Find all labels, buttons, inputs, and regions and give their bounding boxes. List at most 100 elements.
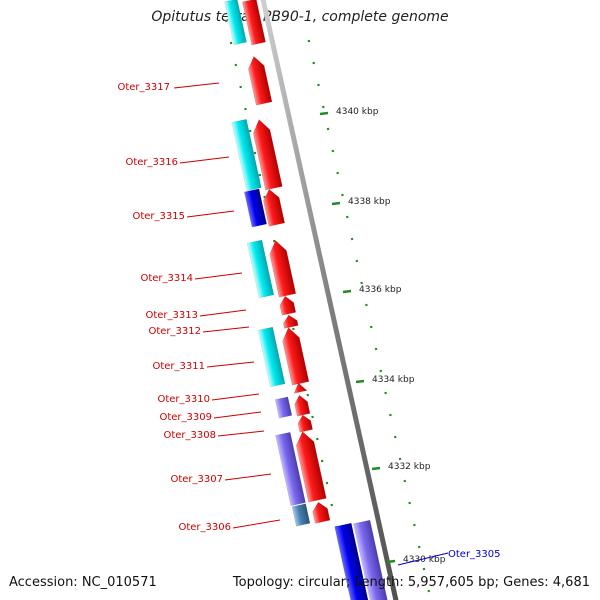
gene-label[interactable]: Oter_3306 (178, 522, 231, 533)
gene-arrow (295, 431, 327, 503)
scale-tick (355, 379, 365, 384)
gene-label[interactable]: Oter_3317 (117, 82, 170, 93)
inner-guide-dot (244, 107, 247, 111)
gene-label-leader (186, 210, 235, 218)
gene-arrow (297, 414, 313, 433)
outer-guide-dot (350, 237, 354, 241)
gene-label-leader (173, 82, 220, 89)
scale-tick (331, 201, 341, 206)
gene-arrow (242, 0, 266, 46)
outer-guide-dot (403, 479, 407, 483)
outer-guide-dot (341, 193, 344, 197)
inner-guide-dot (253, 151, 257, 155)
inner-guide-dot (292, 327, 295, 331)
inner-guide-dot (263, 195, 266, 199)
outer-guide-dot (336, 171, 339, 175)
gene-label[interactable]: Oter_3308 (163, 430, 216, 441)
scale-tick-label: 4330 kbp (403, 555, 446, 565)
gene-label-leader (202, 326, 250, 333)
outer-guide-dot (374, 347, 378, 351)
gene-label-leader (224, 473, 272, 481)
accession-text: Accession: NC_010571 (9, 575, 157, 590)
scale-tick (386, 559, 396, 564)
outer-guide-dot (345, 215, 349, 219)
outer-guide-dot (326, 127, 330, 131)
gene-arrow (279, 295, 297, 316)
gene-label-leader (194, 272, 243, 280)
gene-label[interactable]: Oter_3315 (132, 211, 185, 222)
feature-box (257, 326, 286, 388)
gene-label[interactable]: Oter_3311 (152, 361, 205, 372)
inner-guide-dot (224, 19, 228, 23)
gene-arrow (263, 188, 286, 227)
gene-label[interactable]: Oter_3314 (140, 273, 193, 284)
scale-tick (342, 289, 352, 294)
genome-backbone (260, 0, 399, 600)
outer-guide-dot (355, 259, 359, 263)
scale-tick-label: 4334 kbp (372, 375, 415, 385)
gene-label[interactable]: Oter_3312 (148, 326, 201, 337)
outer-guide-dot (365, 303, 368, 307)
inner-guide-dot (311, 415, 314, 419)
gene-arrow (248, 56, 273, 106)
gene-label-leader (211, 393, 260, 401)
gene-arrow (283, 314, 299, 329)
gene-label[interactable]: Oter_3316 (125, 157, 178, 168)
gene-label-leader (213, 411, 262, 419)
gene-arrow (312, 501, 331, 524)
feature-box (274, 396, 293, 419)
outer-guide-dot (417, 545, 421, 549)
genome-info-text: Topology: circular; Length: 5,957,605 bp… (232, 575, 590, 590)
inner-guide-dot (330, 503, 334, 507)
gene-label-leader (206, 361, 255, 368)
inner-guide-dot (229, 41, 233, 45)
scale-tick-label: 4332 kbp (388, 462, 431, 472)
gene-arrow (252, 119, 283, 191)
feature-box (352, 519, 389, 600)
gene-label-leader (232, 519, 281, 529)
gene-label[interactable]: Oter_3307 (170, 474, 223, 485)
gene-arrow (269, 240, 297, 298)
gene-label[interactable]: Oter_3309 (159, 412, 212, 423)
gene-label[interactable]: Oter_3310 (157, 394, 210, 405)
gene-arrow (294, 394, 311, 417)
outer-guide-dot (384, 391, 387, 395)
scale-tick-label: 4338 kbp (348, 197, 391, 207)
inner-guide-dot (239, 85, 242, 89)
outer-guide-dot (422, 567, 426, 571)
gene-label-leader (397, 552, 449, 566)
inner-guide-dot (248, 129, 252, 133)
outer-guide-dot (413, 523, 416, 527)
scale-tick (319, 111, 329, 116)
feature-box (291, 503, 311, 527)
outer-guide-dot (331, 149, 335, 153)
gene-label[interactable]: Oter_3313 (145, 310, 198, 321)
scale-tick (371, 466, 381, 471)
feature-box (334, 522, 369, 600)
outer-guide-dot (307, 39, 311, 43)
inner-guide-dot (325, 481, 329, 485)
gene-arrow (282, 327, 310, 386)
outer-guide-dot (427, 589, 431, 593)
gene-label-leader (199, 309, 247, 317)
outer-guide-dot (393, 435, 397, 439)
inner-guide-dot (272, 239, 276, 243)
outer-guide-dot (398, 457, 402, 461)
outer-guide-dot (379, 369, 383, 373)
inner-guide-dot (306, 393, 310, 397)
feature-box (224, 0, 247, 46)
gene-arrow (293, 382, 308, 394)
scale-tick-label: 4340 kbp (336, 107, 379, 117)
outer-guide-dot (317, 83, 320, 87)
gene-label-leader (179, 156, 230, 164)
feature-box (231, 118, 262, 192)
inner-guide-dot (258, 173, 262, 177)
inner-guide-dot (316, 437, 319, 441)
inner-guide-dot (234, 63, 238, 67)
outer-guide-dot (408, 501, 411, 505)
gene-label[interactable]: Oter_3305 (448, 549, 501, 560)
feature-box (275, 431, 306, 507)
outer-guide-dot (389, 413, 392, 417)
gene-label-leader (217, 430, 265, 437)
